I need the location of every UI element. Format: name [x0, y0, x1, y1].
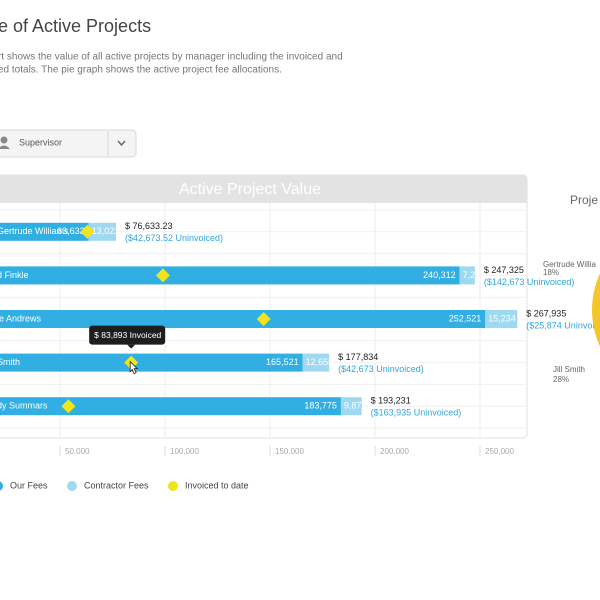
total-label: $ 267,935 [526, 308, 566, 318]
total-label: $ 76,633.23 [125, 221, 173, 231]
bar-segment [0, 266, 460, 285]
uninvoiced-label: ($25,874 Uninvoiced) [526, 320, 600, 330]
legend-swatch [0, 481, 3, 491]
bar-segment [302, 353, 330, 372]
user-icon [0, 145, 10, 149]
category-label: d Finkle [0, 270, 29, 280]
pie-label: Gertrude Willia [543, 260, 596, 269]
value-label: 7,230 [463, 270, 486, 280]
value-label: 13,023 [92, 226, 120, 236]
panel-header [0, 175, 527, 203]
legend-label: Invoiced to date [185, 480, 249, 490]
invoiced-marker[interactable] [61, 399, 76, 414]
x-tick-label: 200,000 [380, 447, 409, 456]
value-label: 15,234 [488, 313, 516, 323]
bar-segment [485, 310, 518, 328]
category-label: dy Summars [0, 401, 48, 411]
invoiced-marker[interactable] [155, 268, 170, 283]
category-label: Smith [0, 357, 20, 367]
uninvoiced-label: ($42,673 Uninvoiced) [338, 364, 424, 374]
uninvoiced-label: ($42,673.52 Uninvoiced) [125, 233, 223, 243]
legend-swatch [67, 481, 77, 491]
bar-segment [0, 397, 341, 416]
value-label: 252,521 [449, 313, 482, 323]
x-tick-label: 100,000 [170, 447, 199, 456]
legend-label: Contractor Fees [84, 480, 149, 490]
bar-segment [0, 222, 89, 241]
value-label: 12,658 [306, 357, 334, 367]
x-tick-label: 250,000 [485, 447, 514, 456]
bar-segment [88, 222, 116, 241]
page-title: e of Active Projects [0, 16, 151, 36]
value-label: 240,312 [423, 270, 456, 280]
bar-segment [0, 310, 486, 328]
invoiced-marker[interactable] [256, 312, 271, 326]
invoiced-marker[interactable] [80, 224, 95, 239]
total-label: $ 193,231 [371, 396, 411, 406]
chevron [117, 140, 126, 147]
dropdown-label[interactable]: Supervisor [19, 137, 62, 147]
chart-title: Active Project Value [179, 181, 321, 198]
legend-swatch [168, 481, 178, 491]
bar-segment [0, 353, 303, 372]
bar-segment [459, 266, 475, 285]
category-label: Gertrude Williams [0, 226, 69, 236]
subtitle: ed totals. The pie graph shows the activ… [0, 65, 282, 76]
dropdown[interactable]: Supervisor [0, 129, 137, 158]
tooltip-box [89, 325, 166, 345]
value-label: 9,872 [344, 401, 367, 411]
pie-label: Jill Smith [553, 365, 585, 374]
uninvoiced-label: ($142,673 Uninvoiced) [484, 277, 575, 287]
pie-value-label: 18% [543, 268, 559, 277]
pie-title: Proje [570, 193, 598, 207]
uninvoiced-label: ($163,935 Uninvoiced) [371, 408, 462, 418]
dropdown-box[interactable] [0, 129, 137, 158]
pie-slice [592, 273, 600, 347]
value-label: 183,775 [304, 401, 337, 411]
legend-label: Our Fees [10, 480, 48, 490]
bar-segment [340, 397, 362, 416]
value-label: 165,521 [266, 357, 299, 367]
total-label: $ 247,325 [484, 265, 524, 275]
tooltip-text: $ 83,893 Invoiced [94, 330, 161, 340]
category-label: le Andrews [0, 313, 42, 323]
pie-value-label: 28% [553, 375, 569, 384]
x-tick-label: 150,000 [275, 447, 304, 456]
x-tick-label: 50,000 [65, 447, 90, 456]
total-label: $ 177,834 [338, 352, 378, 362]
user-icon [0, 136, 8, 144]
value-label: 63,633 [57, 226, 85, 236]
subtitle: rt shows the value of all active project… [0, 52, 343, 63]
tooltip-arrow [127, 344, 136, 349]
cursor [129, 360, 139, 375]
